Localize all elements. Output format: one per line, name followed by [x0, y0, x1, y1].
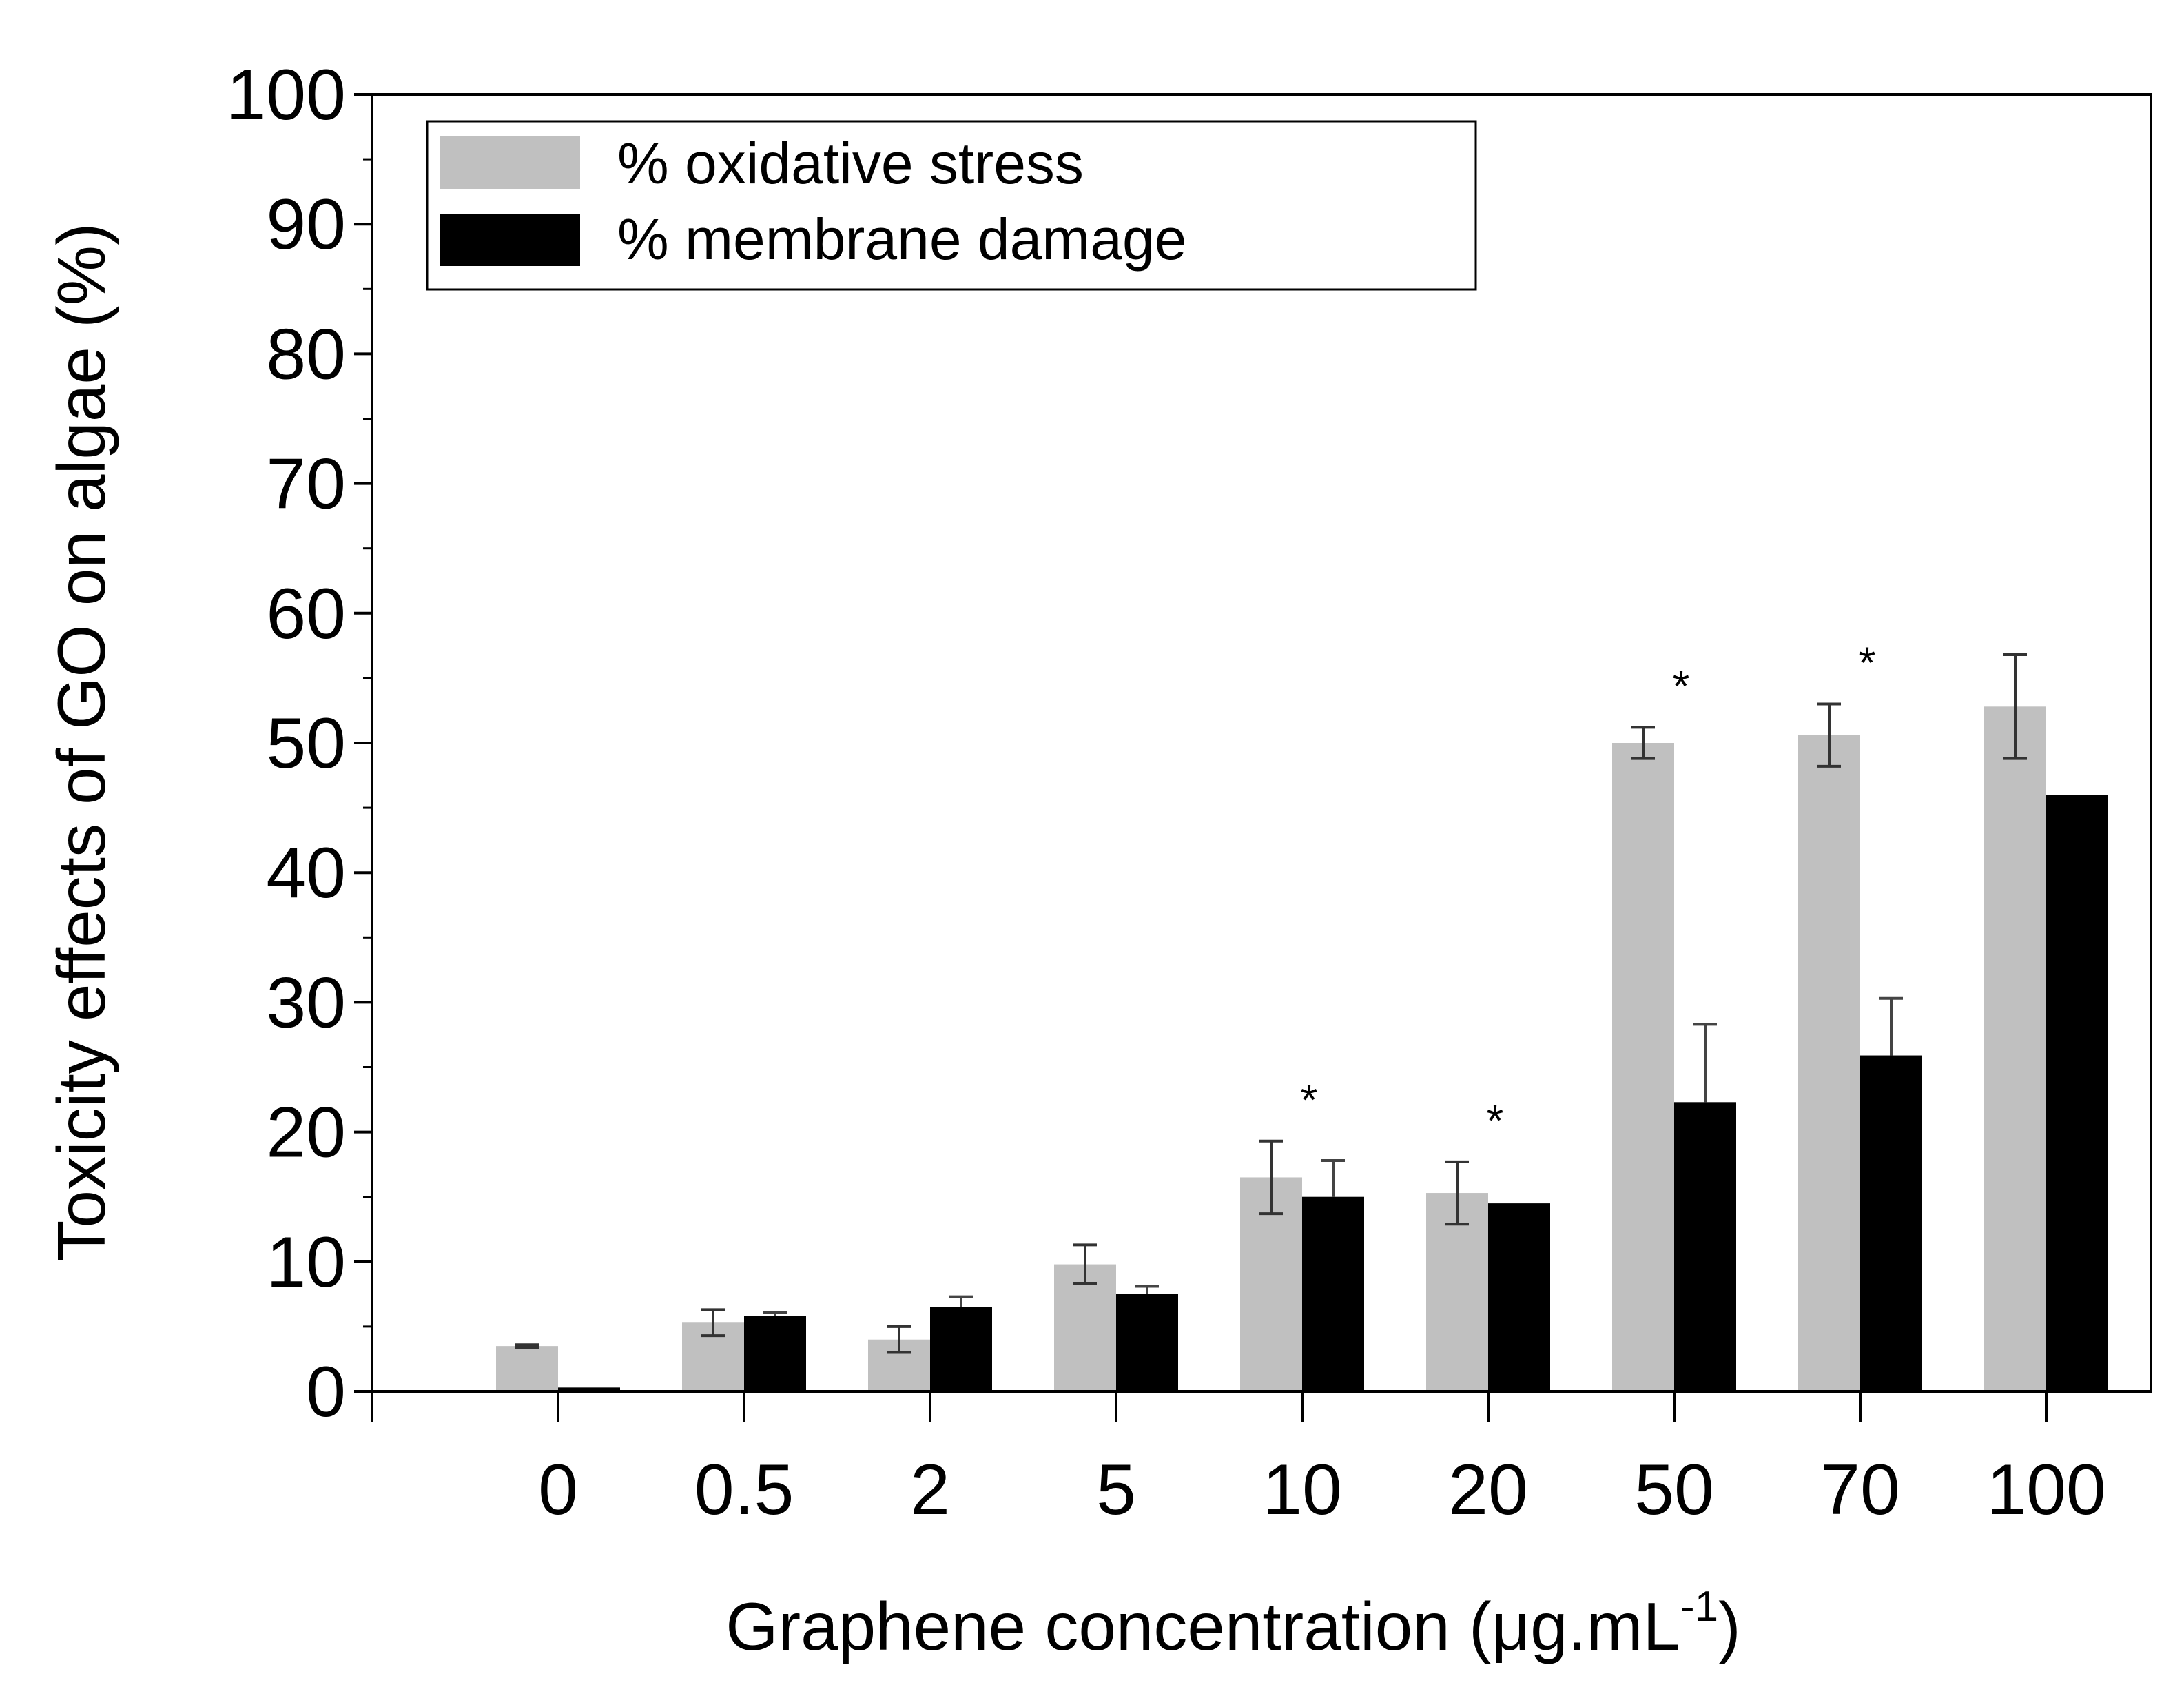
legend-label-oxidative-stress: % oxidative stress	[617, 131, 1084, 196]
bar-membrane-damage	[2046, 795, 2108, 1391]
legend-swatch-oxidative-stress	[440, 136, 580, 189]
y-tick-label: 20	[266, 1093, 346, 1173]
x-axis-title-suffix: )	[1718, 1588, 1741, 1664]
y-tick-label: 100	[226, 55, 346, 135]
x-axis-title: Graphene concentration (μg.mL-1)	[725, 1583, 1740, 1664]
significance-layer: * * * *	[1301, 638, 1876, 1145]
y-tick-label: 80	[266, 314, 346, 394]
x-tick-label: 5	[1096, 1450, 1136, 1530]
bar-oxidative-stress	[1054, 1264, 1116, 1391]
bar-oxidative-stress	[1798, 735, 1860, 1391]
bar-oxidative-stress	[1984, 706, 2046, 1391]
x-axis: 0 0.5 2 5 10 20 50 70 100	[371, 1391, 2106, 1530]
legend-label-membrane-damage: % membrane damage	[617, 207, 1186, 272]
x-axis-title-main: Graphene concentration (μg.mL	[725, 1588, 1680, 1664]
bar-membrane-damage	[1860, 1055, 1922, 1391]
y-tick-label: 50	[266, 704, 346, 784]
y-axis-title: Toxicity effects of GO on algae (%)	[43, 223, 119, 1262]
x-tick-label: 50	[1634, 1450, 1714, 1530]
x-tick-label: 0	[538, 1450, 578, 1530]
x-tick-label: 0.5	[694, 1450, 794, 1530]
y-tick-label: 40	[266, 833, 346, 913]
significance-marker: *	[1673, 661, 1690, 711]
x-tick-label: 20	[1448, 1450, 1528, 1530]
legend-swatch-membrane-damage	[440, 214, 580, 266]
significance-marker: *	[1487, 1096, 1504, 1145]
x-tick-label: 10	[1262, 1450, 1342, 1530]
y-axis: 0 10 20 30 40 50 60 70 80 90 100	[226, 55, 372, 1432]
bars-layer	[496, 706, 2108, 1391]
bar-oxidative-stress	[496, 1346, 558, 1391]
significance-marker: *	[1301, 1075, 1318, 1125]
y-tick-label: 70	[266, 444, 346, 524]
bar-membrane-damage	[930, 1307, 992, 1391]
x-tick-label: 70	[1820, 1450, 1900, 1530]
error-bars-layer	[515, 653, 2027, 1354]
bar-oxidative-stress	[1612, 743, 1674, 1391]
bar-membrane-damage	[558, 1387, 620, 1391]
x-tick-label: 2	[910, 1450, 950, 1530]
x-tick-label: 100	[1986, 1450, 2106, 1530]
y-tick-label: 60	[266, 574, 346, 654]
y-tick-label: 0	[306, 1352, 346, 1432]
legend: % oxidative stress % membrane damage	[426, 120, 1477, 291]
bar-membrane-damage	[1302, 1196, 1364, 1391]
significance-marker: *	[1859, 638, 1876, 688]
bar-oxidative-stress	[1426, 1193, 1488, 1391]
y-tick-label: 30	[266, 963, 346, 1043]
legend-box	[426, 120, 1477, 291]
bar-membrane-damage	[1488, 1203, 1550, 1391]
bar-membrane-damage	[1116, 1294, 1178, 1391]
bar-membrane-damage	[744, 1316, 806, 1391]
bar-membrane-damage	[1674, 1102, 1736, 1391]
y-tick-label: 10	[266, 1223, 346, 1302]
y-tick-label: 90	[266, 185, 346, 265]
x-axis-title-superscript: -1	[1680, 1583, 1718, 1631]
